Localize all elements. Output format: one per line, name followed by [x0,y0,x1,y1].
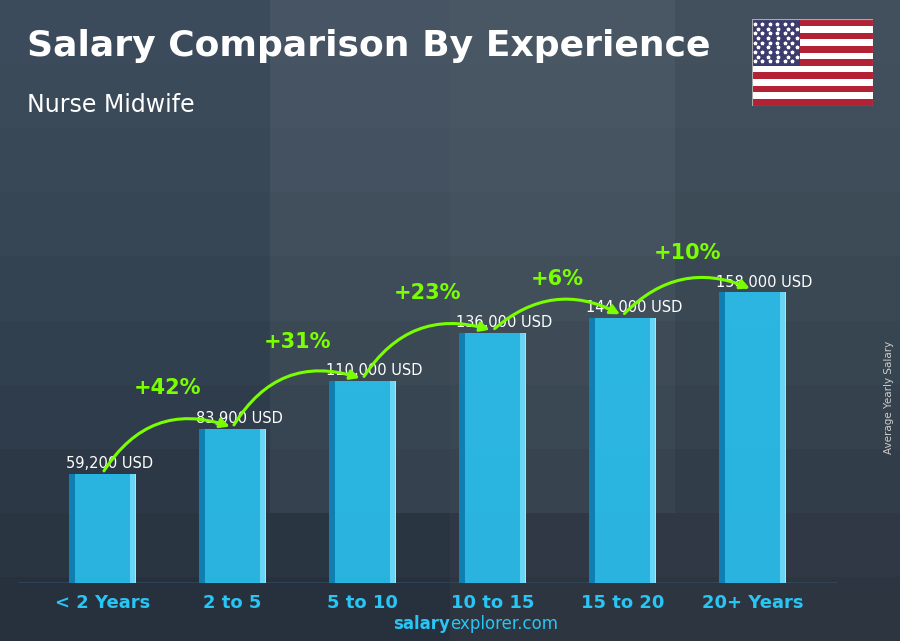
Bar [752,72,873,79]
Bar [0,513,900,641]
Bar [752,92,873,99]
Bar [394,381,396,583]
Bar [270,0,675,513]
Bar [752,66,873,72]
Bar [68,474,136,583]
Bar [719,292,787,583]
Bar [390,381,396,583]
Text: +23%: +23% [394,283,461,303]
Bar [265,429,266,583]
Bar [259,429,266,583]
Bar [0,256,900,641]
Text: 59,200 USD: 59,200 USD [66,456,153,472]
Bar [752,79,873,86]
Bar [0,192,900,641]
Bar [68,474,76,583]
Bar [752,59,873,66]
Bar [519,333,526,583]
Bar [130,474,136,583]
Bar [0,320,900,641]
Bar [450,0,900,641]
Bar [752,33,873,39]
Bar [752,19,873,26]
Bar [589,318,656,583]
Bar [779,292,787,583]
Text: +42%: +42% [134,378,202,398]
Bar [0,128,900,641]
Bar [752,46,873,53]
Bar [650,318,656,583]
Text: salary: salary [393,615,450,633]
Bar [0,385,900,641]
Bar [328,381,396,583]
Text: 136,000 USD: 136,000 USD [456,315,553,330]
Bar [199,429,205,583]
Text: 83,900 USD: 83,900 USD [196,411,283,426]
Text: +6%: +6% [531,269,584,289]
Text: 158,000 USD: 158,000 USD [716,274,813,290]
Bar [785,292,787,583]
Bar [752,19,800,66]
Bar [328,381,336,583]
Bar [654,318,656,583]
Bar [752,86,873,92]
Bar [752,26,873,33]
Bar [459,333,465,583]
Text: 110,000 USD: 110,000 USD [326,363,423,378]
Bar [589,318,596,583]
Text: +10%: +10% [653,244,721,263]
Bar [752,39,873,46]
Bar [135,474,136,583]
Bar [459,333,526,583]
Text: explorer.com: explorer.com [450,615,558,633]
Text: Average Yearly Salary: Average Yearly Salary [884,341,894,454]
Text: Nurse Midwife: Nurse Midwife [27,93,194,117]
Bar [0,577,900,641]
Bar [752,53,873,59]
Bar [719,292,725,583]
Bar [0,0,450,641]
Text: +31%: +31% [264,333,331,353]
Text: 144,000 USD: 144,000 USD [586,301,682,315]
Bar [0,449,900,641]
Bar [752,99,873,106]
Text: Salary Comparison By Experience: Salary Comparison By Experience [27,29,710,63]
Bar [525,333,526,583]
Bar [199,429,266,583]
